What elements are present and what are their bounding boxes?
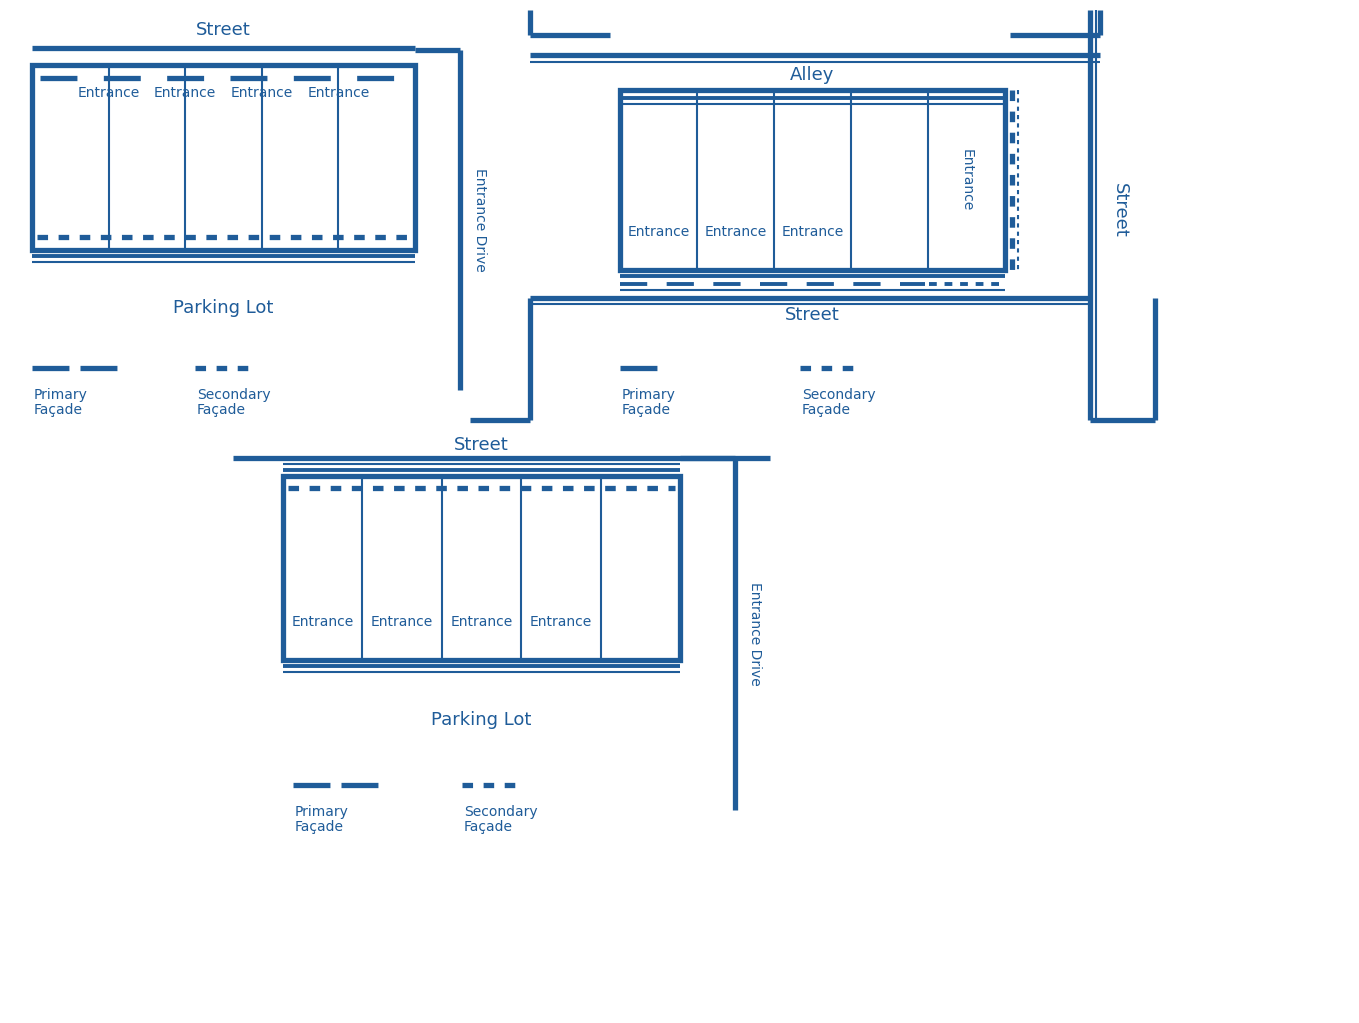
Bar	[283, 476, 680, 660]
Text: Primary: Primary	[622, 388, 675, 402]
Text: Entrance: Entrance	[959, 149, 973, 211]
Text: Parking Lot: Parking Lot	[431, 711, 531, 729]
Text: Secondary: Secondary	[463, 805, 538, 819]
Text: Entrance: Entrance	[307, 86, 370, 100]
Text: Façade: Façade	[34, 403, 83, 417]
Text: Secondary: Secondary	[197, 388, 270, 402]
Text: Façade: Façade	[295, 820, 344, 834]
Text: Entrance: Entrance	[292, 615, 353, 629]
Text: Façade: Façade	[802, 403, 851, 417]
Text: Primary: Primary	[34, 388, 88, 402]
Bar	[33, 65, 414, 250]
Text: Façade: Façade	[197, 403, 246, 417]
Text: Street: Street	[196, 21, 251, 39]
Text: Street: Street	[1112, 183, 1129, 237]
Text: Entrance: Entrance	[154, 86, 216, 100]
Text: Entrance: Entrance	[450, 615, 512, 629]
Text: Entrance Drive: Entrance Drive	[747, 582, 762, 685]
Text: Façade: Façade	[622, 403, 671, 417]
Text: Entrance: Entrance	[704, 225, 766, 239]
Text: Entrance: Entrance	[77, 86, 140, 100]
Text: Secondary: Secondary	[802, 388, 875, 402]
Text: Parking Lot: Parking Lot	[174, 299, 273, 317]
Text: Entrance: Entrance	[530, 615, 593, 629]
Text: Entrance: Entrance	[231, 86, 294, 100]
Text: Entrance: Entrance	[781, 225, 844, 239]
Text: Street: Street	[454, 436, 508, 454]
Text: Street: Street	[786, 306, 840, 324]
Text: Primary: Primary	[295, 805, 349, 819]
Text: Entrance: Entrance	[628, 225, 689, 239]
Bar	[620, 90, 1006, 270]
Text: Entrance: Entrance	[371, 615, 434, 629]
Text: Entrance Drive: Entrance Drive	[473, 168, 487, 272]
Text: Alley: Alley	[791, 66, 834, 84]
Text: Façade: Façade	[463, 820, 512, 834]
